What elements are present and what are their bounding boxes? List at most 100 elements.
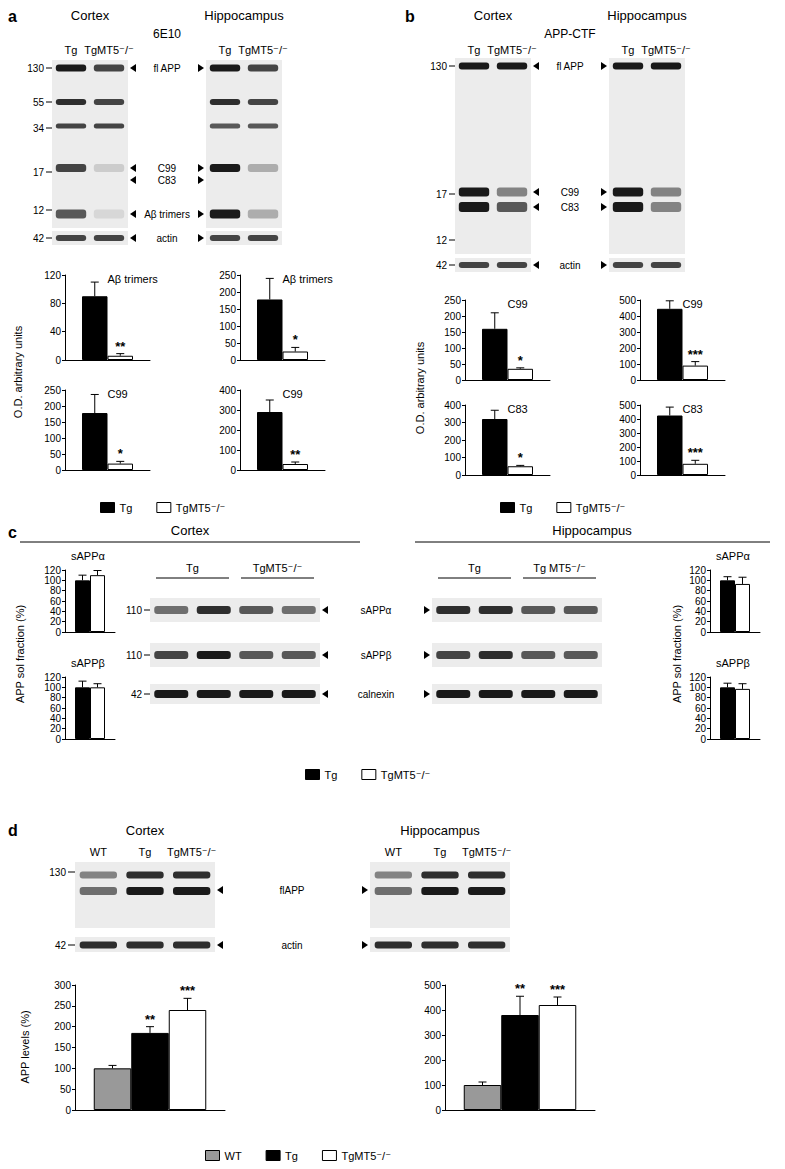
svg-text:60: 60 [50, 703, 62, 714]
svg-text:**: ** [290, 447, 301, 462]
svg-text:40: 40 [50, 326, 62, 337]
svg-text:12: 12 [436, 235, 448, 246]
svg-text:20: 20 [50, 616, 62, 627]
svg-text:*: * [118, 446, 124, 461]
svg-text:TgMT5⁻/⁻: TgMT5⁻/⁻ [462, 846, 512, 858]
svg-text:sAPPα: sAPPα [716, 550, 751, 562]
svg-text:200: 200 [444, 435, 461, 446]
svg-text:200: 200 [619, 343, 636, 354]
svg-text:6E10: 6E10 [153, 27, 181, 41]
svg-text:0: 0 [55, 465, 61, 476]
svg-text:Hippocampus: Hippocampus [204, 8, 284, 23]
svg-text:100: 100 [44, 575, 61, 586]
svg-text:Cortex: Cortex [71, 8, 110, 23]
svg-text:0: 0 [630, 470, 636, 481]
svg-text:150: 150 [54, 1042, 71, 1053]
svg-text:C83: C83 [158, 175, 177, 186]
svg-text:42: 42 [436, 260, 448, 271]
svg-text:500: 500 [619, 400, 636, 411]
svg-text:fl APP: fl APP [556, 61, 584, 72]
svg-text:Hippocampus: Hippocampus [607, 8, 687, 23]
svg-text:0: 0 [455, 375, 461, 386]
svg-text:fl APP: fl APP [153, 63, 181, 74]
svg-text:Tg: Tg [468, 562, 481, 574]
svg-text:*: * [518, 353, 524, 368]
svg-text:TgMT5⁻/⁻: TgMT5⁻/⁻ [576, 502, 626, 514]
svg-text:O.D. arbitrary units: O.D. arbitrary units [414, 341, 426, 434]
svg-text:TgMT5⁻/⁻: TgMT5⁻/⁻ [641, 44, 691, 56]
svg-text:***: *** [688, 445, 704, 460]
svg-text:200: 200 [444, 311, 461, 322]
svg-text:C99: C99 [158, 163, 177, 174]
svg-text:C99: C99 [283, 388, 303, 400]
svg-text:TgMT5⁻/⁻: TgMT5⁻/⁻ [253, 562, 303, 574]
svg-text:Aβ trimers: Aβ trimers [108, 273, 159, 285]
svg-text:150: 150 [44, 417, 61, 428]
svg-text:50: 50 [450, 359, 462, 370]
svg-text:0: 0 [630, 375, 636, 386]
svg-text:flAPP: flAPP [279, 885, 304, 896]
svg-text:C99: C99 [508, 298, 528, 310]
svg-text:Tg: Tg [520, 502, 533, 514]
svg-text:TgMT5⁻/⁻: TgMT5⁻/⁻ [341, 1150, 391, 1162]
svg-text:0: 0 [700, 734, 706, 745]
svg-text:100: 100 [424, 1080, 441, 1091]
svg-text:50: 50 [225, 338, 237, 349]
svg-text:C83: C83 [508, 403, 528, 415]
svg-text:Tg: Tg [139, 846, 152, 858]
svg-text:c: c [8, 524, 17, 541]
svg-text:TgMT5⁻/⁻: TgMT5⁻/⁻ [238, 44, 288, 56]
svg-text:120: 120 [44, 565, 61, 576]
svg-text:TgMT5⁻/⁻: TgMT5⁻/⁻ [176, 502, 226, 514]
svg-text:Tg: Tg [622, 44, 635, 56]
svg-text:100: 100 [54, 1063, 71, 1074]
svg-text:12: 12 [33, 205, 45, 216]
svg-text:0: 0 [230, 465, 236, 476]
svg-text:TgMT5⁻/⁻: TgMT5⁻/⁻ [487, 44, 537, 56]
svg-text:50: 50 [60, 1084, 72, 1095]
svg-text:*: * [293, 332, 299, 347]
svg-text:***: *** [550, 982, 566, 997]
svg-text:100: 100 [219, 321, 236, 332]
svg-text:0: 0 [455, 470, 461, 481]
svg-text:O.D. arbitrary units: O.D. arbitrary units [12, 325, 24, 418]
svg-text:300: 300 [444, 417, 461, 428]
svg-text:Tg: Tg [65, 44, 78, 56]
svg-text:80: 80 [50, 692, 62, 703]
svg-text:120: 120 [689, 565, 706, 576]
svg-text:0: 0 [55, 355, 61, 366]
svg-text:250: 250 [54, 1000, 71, 1011]
svg-text:0: 0 [230, 355, 236, 366]
svg-text:TgMT5⁻/⁻: TgMT5⁻/⁻ [381, 769, 431, 781]
svg-text:sAPPα: sAPPα [361, 605, 392, 616]
svg-text:200: 200 [424, 1055, 441, 1066]
svg-text:400: 400 [619, 414, 636, 425]
svg-text:120: 120 [44, 270, 61, 281]
svg-text:200: 200 [54, 1021, 71, 1032]
svg-text:d: d [8, 822, 18, 839]
svg-text:a: a [8, 8, 17, 25]
svg-text:40: 40 [50, 606, 62, 617]
svg-text:actin: actin [559, 260, 580, 271]
svg-text:250: 250 [444, 295, 461, 306]
svg-text:17: 17 [436, 189, 448, 200]
svg-text:100: 100 [444, 343, 461, 354]
svg-text:Cortex: Cortex [474, 8, 513, 23]
svg-text:Tg: Tg [468, 44, 481, 56]
svg-text:100: 100 [44, 682, 61, 693]
svg-text:APP sol fraction (%): APP sol fraction (%) [671, 605, 683, 703]
svg-text:130: 130 [27, 63, 44, 74]
svg-text:Tg: Tg [434, 846, 447, 858]
svg-text:sAPPβ: sAPPβ [716, 657, 750, 669]
svg-text:300: 300 [219, 405, 236, 416]
svg-text:APP-CTF: APP-CTF [544, 27, 595, 41]
svg-text:200: 200 [619, 442, 636, 453]
svg-text:Aβ trimers: Aβ trimers [144, 209, 190, 220]
svg-text:40: 40 [695, 606, 707, 617]
svg-text:TgMT5⁻/⁻: TgMT5⁻/⁻ [84, 44, 134, 56]
svg-text:Hippocampus: Hippocampus [552, 523, 632, 538]
svg-text:80: 80 [50, 298, 62, 309]
svg-text:APP levels (%): APP levels (%) [19, 1010, 31, 1083]
svg-text:WT: WT [90, 846, 107, 858]
svg-text:80: 80 [695, 585, 707, 596]
